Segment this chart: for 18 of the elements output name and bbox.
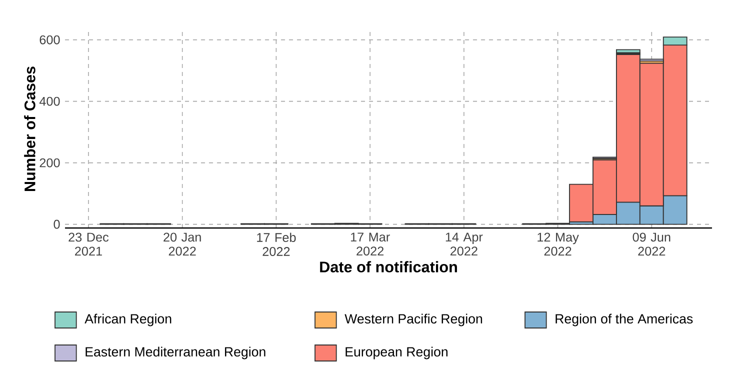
y-tick-label: 200 [40,158,60,168]
x-tick-label: 14 Apr 2022 [446,232,483,256]
y-tick-label: 400 [39,96,60,106]
x-axis-title: Date of notification [320,261,457,272]
x-tick-label: 23 Dec 2021 [68,232,109,256]
y-tick-label: 0 [54,220,60,229]
x-tick-label: 20 Jan 2022 [164,232,201,256]
x-tick-label: 17 Mar 2022 [350,232,390,256]
x-tick-label: 12 May 2022 [538,232,579,256]
legend-label: African Region [84,314,172,326]
legend-label: European Region [346,346,448,360]
y-tick-label: 600 [40,35,60,44]
x-tick-label: 09 Jun 2022 [632,232,670,256]
x-tick-label: 17 Feb 2022 [257,232,296,256]
y-axis-title: Number of Cases [24,66,36,192]
legend-label: Western Pacific Region [344,314,482,326]
legend-label: Region of the Americas [556,314,693,326]
legend-label: Eastern Mediterranean Region [86,346,266,360]
